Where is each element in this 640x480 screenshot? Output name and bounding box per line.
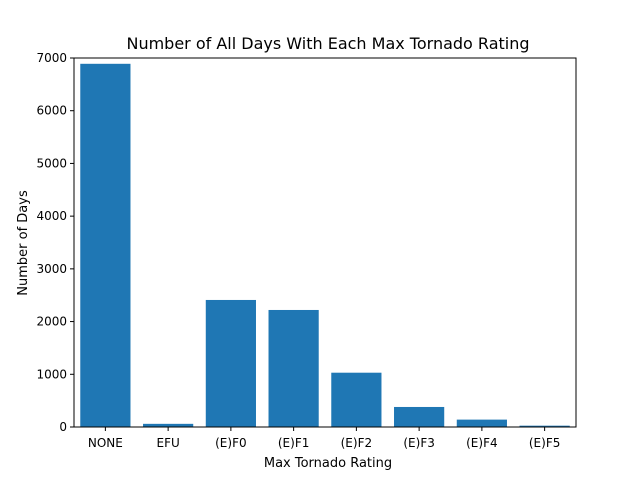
y-tick-label-2: 2000 — [36, 315, 67, 329]
bar-2 — [205, 299, 256, 427]
x-tick-label-0: NONE — [88, 436, 123, 450]
bar-7 — [519, 425, 570, 427]
y-axis-label: Number of Days — [16, 190, 31, 296]
bar-1 — [143, 423, 194, 427]
x-tick-label-6: (E)F4 — [466, 436, 497, 450]
y-tick-label-1: 1000 — [36, 367, 67, 381]
bar-6 — [456, 419, 507, 427]
x-tick-label-7: (E)F5 — [529, 436, 560, 450]
y-tick-label-0: 0 — [59, 420, 67, 434]
bars-layer — [80, 63, 570, 428]
x-tick-label-3: (E)F1 — [278, 436, 309, 450]
x-axis: NONE EFU (E)F0 (E)F1 (E)F2 (E)F3 (E)F4 (E)F5 — [88, 427, 560, 450]
y-tick-label-6: 6000 — [36, 104, 67, 118]
y-tick-label-7: 7000 — [36, 51, 67, 65]
plot-area-frame — [73, 57, 577, 428]
chart-title: Number of All Days With Each Max Tornado… — [126, 34, 529, 53]
bar-0 — [80, 63, 131, 428]
y-tick-label-5: 5000 — [36, 156, 67, 170]
bar-5 — [394, 406, 445, 427]
x-tick-label-4: (E)F2 — [341, 436, 372, 450]
x-axis-label: Max Tornado Rating — [264, 456, 392, 471]
y-tick-label-3: 3000 — [36, 262, 67, 276]
y-axis: 0 1000 2000 3000 4000 5000 6000 7000 — [36, 51, 74, 434]
x-tick-label-1: EFU — [156, 436, 179, 450]
bar-3 — [268, 309, 319, 427]
y-tick-label-4: 4000 — [36, 209, 67, 223]
bar-4 — [331, 372, 382, 427]
x-tick-label-2: (E)F0 — [215, 436, 246, 450]
x-tick-label-5: (E)F3 — [403, 436, 434, 450]
